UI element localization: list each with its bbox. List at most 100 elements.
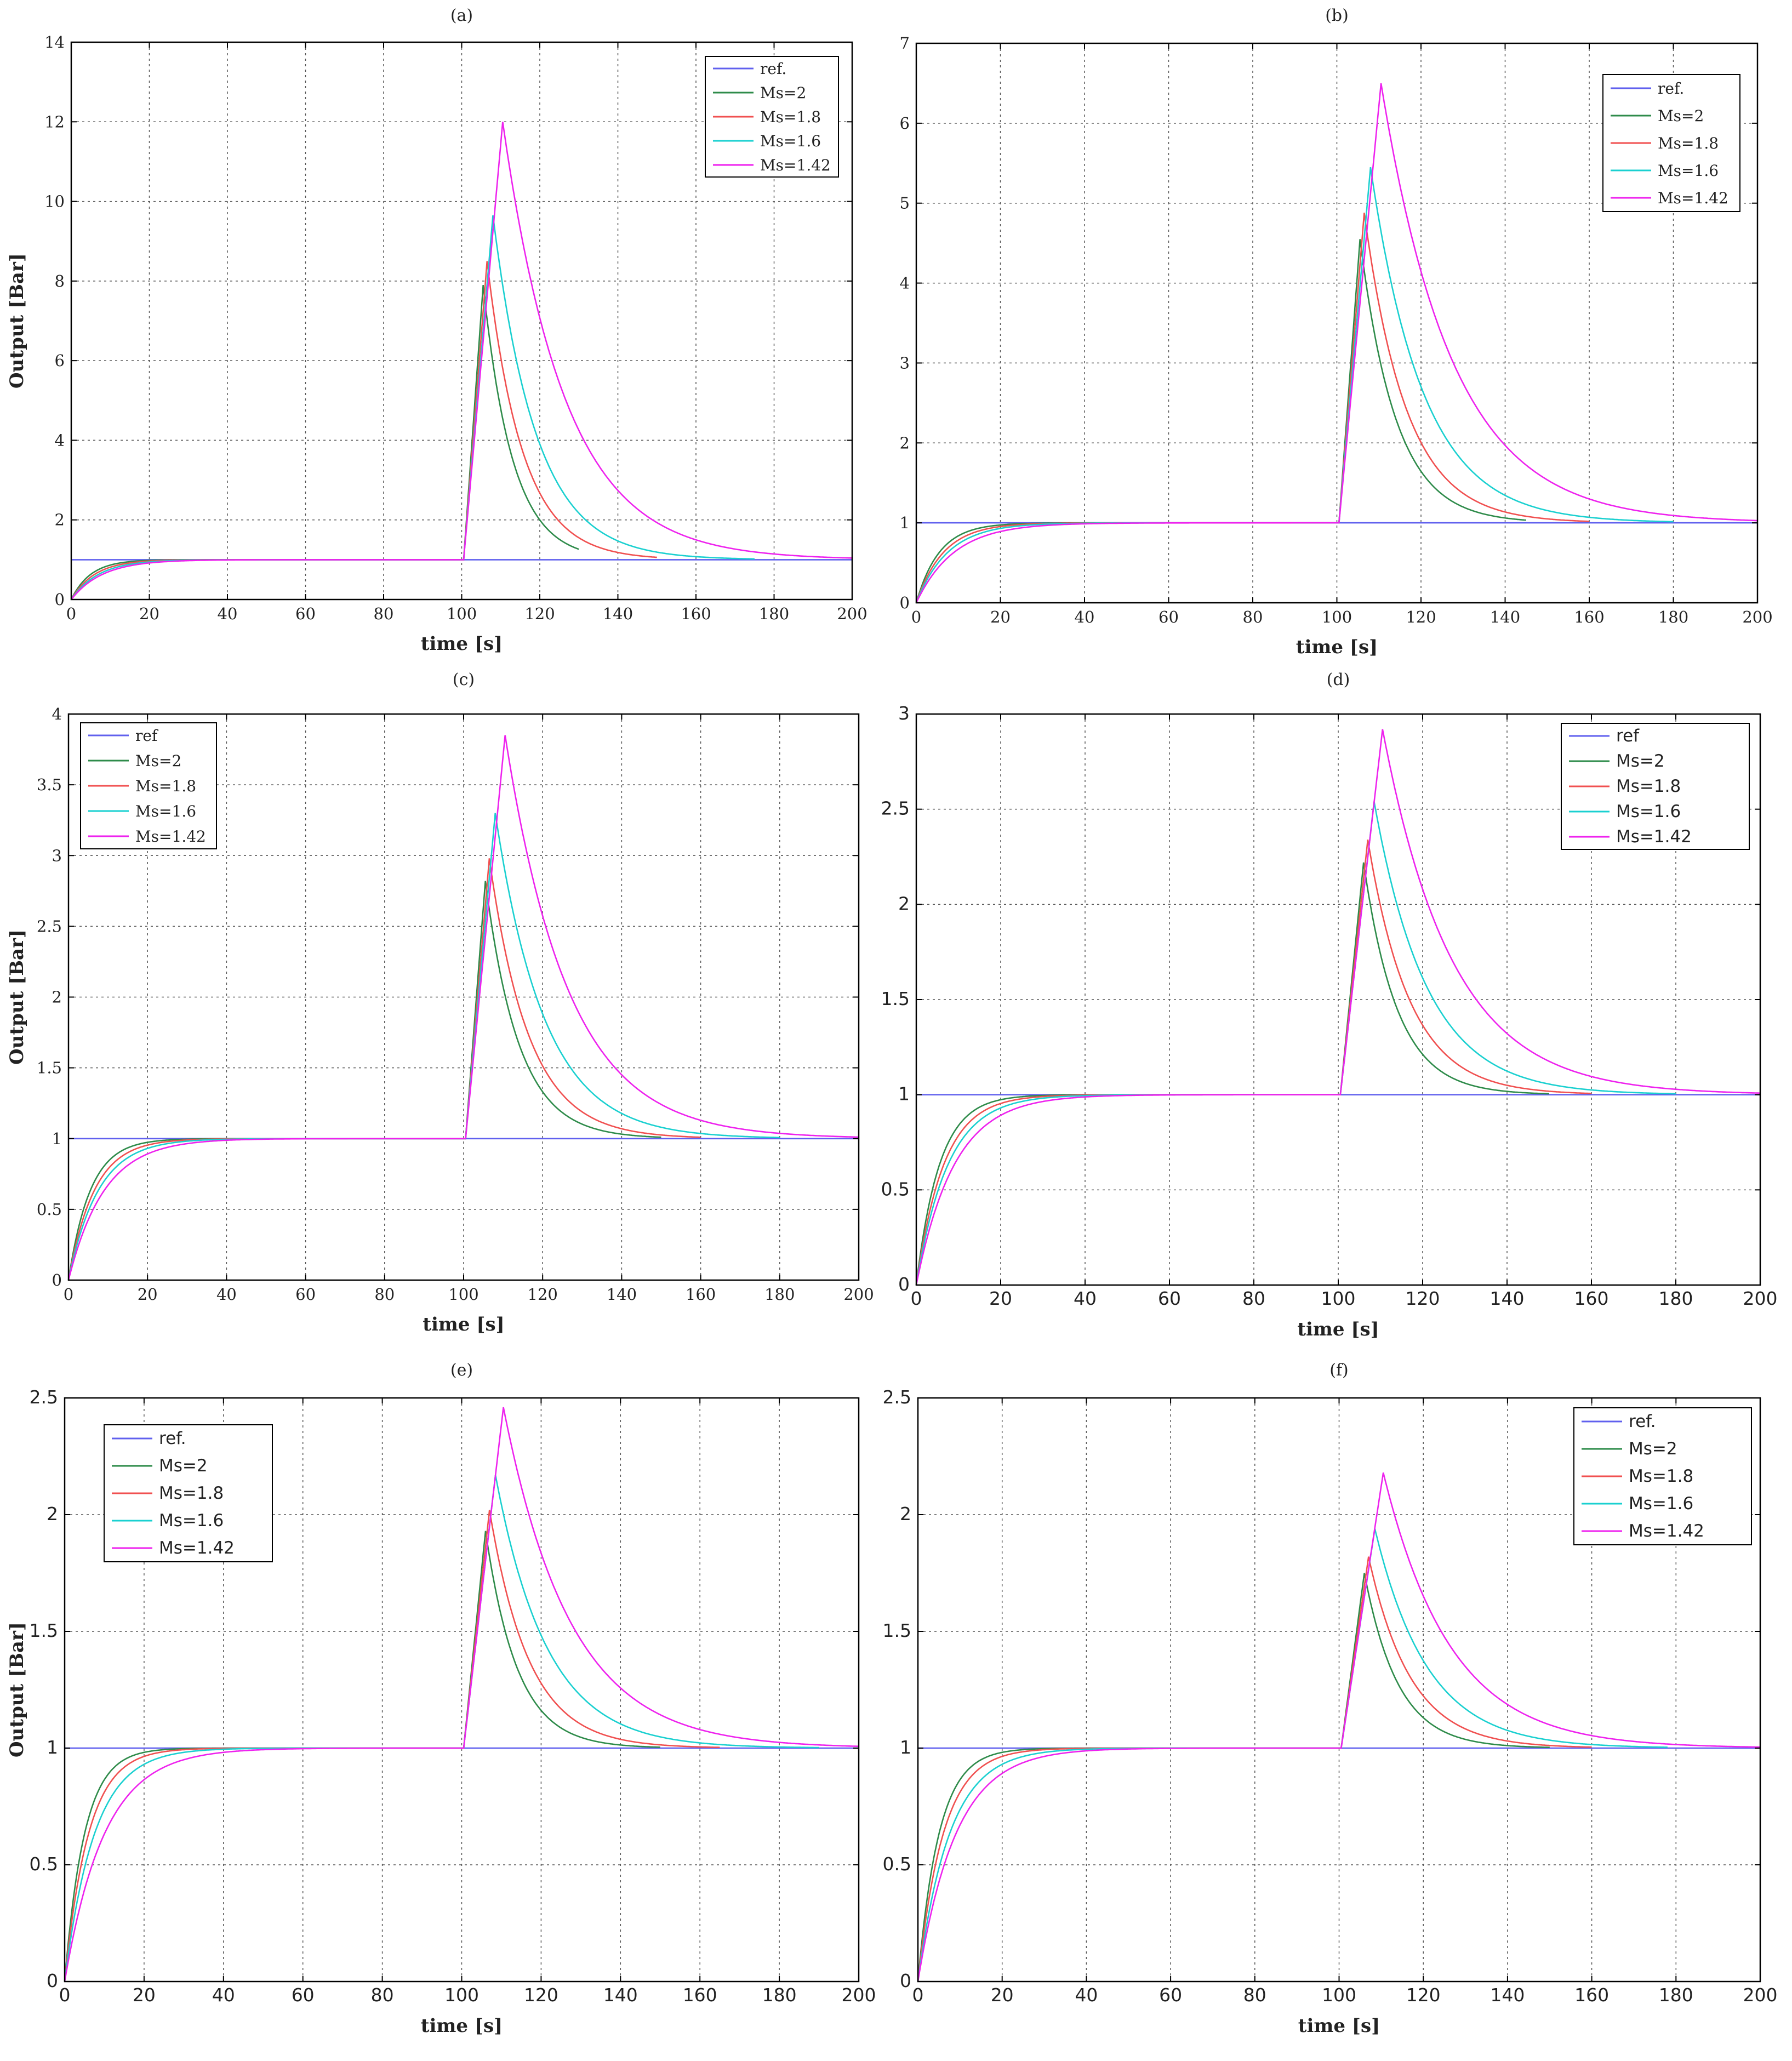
x-tick-label: 40 xyxy=(218,604,238,623)
x-axis-label: time [s] xyxy=(1298,2015,1380,2037)
x-tick-label: 40 xyxy=(1075,1984,1098,2006)
y-tick-label: 4 xyxy=(55,431,65,449)
x-tick-label: 80 xyxy=(1242,1288,1265,1309)
panel-title: (a) xyxy=(450,6,473,25)
legend-label: ref. xyxy=(1658,79,1684,98)
y-tick-label: 6 xyxy=(900,114,910,133)
x-tick-label: 20 xyxy=(138,1285,158,1304)
x-tick-label: 0 xyxy=(911,608,921,626)
x-axis-label: time [s] xyxy=(1297,1318,1379,1340)
y-tick-label: 0.5 xyxy=(30,1853,58,1875)
x-tick-label: 200 xyxy=(1743,1288,1778,1309)
legend-label: Ms=1.42 xyxy=(135,827,206,846)
y-tick-label: 1 xyxy=(898,1083,910,1105)
legend-label: Ms=1.8 xyxy=(159,1483,224,1503)
x-tick-label: 20 xyxy=(989,1288,1012,1309)
legend: ref. Ms=2 Ms=1.8 Ms=1.6 Ms=1.42 xyxy=(1602,74,1740,212)
legend-box xyxy=(80,722,217,849)
y-tick-label: 1 xyxy=(52,1129,62,1148)
legend-label: Ms=2 xyxy=(760,84,806,102)
y-tick-label: 3 xyxy=(900,353,910,372)
x-tick-label: 140 xyxy=(603,604,633,623)
x-tick-label: 80 xyxy=(1243,1984,1266,2006)
x-tick-label: 120 xyxy=(1406,1984,1441,2006)
x-tick-label: 60 xyxy=(295,1285,316,1304)
x-tick-label: 0 xyxy=(911,1288,922,1309)
x-tick-label: 100 xyxy=(1322,1984,1356,2006)
series-line-ms-1-42 xyxy=(64,1407,859,1982)
y-tick-label: 14 xyxy=(44,33,65,52)
y-tick-label: 12 xyxy=(44,112,65,131)
legend-label: Ms=1.6 xyxy=(760,132,821,150)
x-tick-label: 200 xyxy=(842,1984,876,2006)
panel-title: (f) xyxy=(1329,1361,1349,1380)
legend-label: Ms=1.8 xyxy=(135,777,196,795)
y-tick-label: 0.5 xyxy=(883,1853,911,1875)
legend-label: Ms=2 xyxy=(135,752,181,770)
y-tick-label: 1 xyxy=(47,1737,58,1758)
y-tick-label: 0.5 xyxy=(37,1200,62,1219)
series-line-ms-1-42 xyxy=(915,83,1758,603)
x-tick-label: 120 xyxy=(1406,608,1436,626)
x-tick-label: 60 xyxy=(292,1984,315,2006)
y-tick-label: 7 xyxy=(900,34,910,53)
chart-panel-e: (e) 0 20 40 60 80 100 120 140 160 180 200 0 0.5 1 1.5 2 2… xyxy=(6,1361,876,2037)
legend-label: ref. xyxy=(760,60,786,78)
y-tick-label: 2.5 xyxy=(30,1386,58,1408)
x-axis-label: time [s] xyxy=(423,1314,504,1335)
chart-panel-c: (c) 0 20 40 60 80 100 120 140 160 180 200 0 0.5 1 1.5 2 2… xyxy=(6,670,874,1335)
x-tick-label: 180 xyxy=(1659,1984,1693,2006)
panel-title: (e) xyxy=(450,1361,473,1380)
x-tick-label: 20 xyxy=(139,604,159,623)
legend-label: Ms=1.42 xyxy=(1629,1521,1704,1541)
chart-panel-a: (a) 0 20 40 60 80 100 120 140 160 180 200 0 2 4 6 8 10 12 1… xyxy=(6,6,868,655)
y-axis-label: Output [Bar] xyxy=(6,253,28,389)
x-tick-label: 80 xyxy=(374,604,394,623)
y-tick-label: 2.5 xyxy=(883,1386,911,1408)
x-tick-label: 140 xyxy=(1490,1984,1525,2006)
legend: ref. Ms=2 Ms=1.8 Ms=1.6 Ms=1.42 xyxy=(104,1424,273,1562)
y-axis-label: Output [Bar] xyxy=(6,929,28,1065)
legend-label: Ms=1.8 xyxy=(1616,777,1681,796)
y-tick-label: 2 xyxy=(900,433,910,452)
y-tick-label: 2 xyxy=(55,511,65,529)
x-tick-label: 140 xyxy=(603,1984,638,2006)
x-tick-label: 120 xyxy=(1406,1288,1440,1309)
y-tick-label: 2.5 xyxy=(881,798,910,819)
y-tick-label: 1 xyxy=(900,1737,911,1758)
x-tick-label: 20 xyxy=(991,1984,1014,2006)
y-tick-label: 10 xyxy=(44,192,65,211)
y-tick-label: 4 xyxy=(52,705,62,723)
x-tick-label: 0 xyxy=(912,1984,924,2006)
legend-label: Ms=1.6 xyxy=(159,1511,224,1531)
x-tick-label: 180 xyxy=(764,1285,795,1304)
x-tick-label: 40 xyxy=(216,1285,237,1304)
x-tick-label: 40 xyxy=(1075,608,1095,626)
y-tick-label: 8 xyxy=(55,272,65,290)
x-axis-label: time [s] xyxy=(1296,636,1378,658)
x-tick-label: 60 xyxy=(295,604,316,623)
legend-label: Ms=1.42 xyxy=(1658,189,1728,207)
legend-label: Ms=1.42 xyxy=(1616,827,1692,847)
legend-label: Ms=1.6 xyxy=(1658,162,1719,180)
series-line-ms-1-42 xyxy=(67,735,859,1281)
x-tick-label: 0 xyxy=(64,1285,73,1304)
y-tick-label: 5 xyxy=(900,194,910,213)
x-tick-label: 100 xyxy=(1322,608,1352,626)
legend-label: Ms=1.6 xyxy=(1616,802,1681,821)
legend-label: Ms=1.6 xyxy=(1629,1494,1693,1514)
chart-panel-b: (b) 0 20 40 60 80 100 120 140 160 180 200 0 1 2 3 4 5 6 7 ti… xyxy=(900,6,1773,658)
legend: ref. Ms=2 Ms=1.8 Ms=1.6 Ms=1.42 xyxy=(705,56,839,178)
x-tick-label: 60 xyxy=(1158,1288,1181,1309)
legend-label: ref xyxy=(135,727,159,745)
x-tick-label: 20 xyxy=(133,1984,156,2006)
chart-panel-f: (f) 0 20 40 60 80 100 120 140 160 180 200 0 0.5 1 1.5 2 2… xyxy=(883,1361,1778,2037)
legend: ref. Ms=2 Ms=1.8 Ms=1.6 Ms=1.42 xyxy=(1573,1407,1752,1545)
x-tick-label: 80 xyxy=(371,1984,394,2006)
x-tick-label: 100 xyxy=(1321,1288,1356,1309)
x-tick-label: 180 xyxy=(762,1984,797,2006)
y-tick-label: 2 xyxy=(52,988,62,1007)
x-tick-label: 20 xyxy=(990,608,1011,626)
y-tick-label: 1.5 xyxy=(30,1620,58,1641)
x-tick-label: 140 xyxy=(607,1285,637,1304)
